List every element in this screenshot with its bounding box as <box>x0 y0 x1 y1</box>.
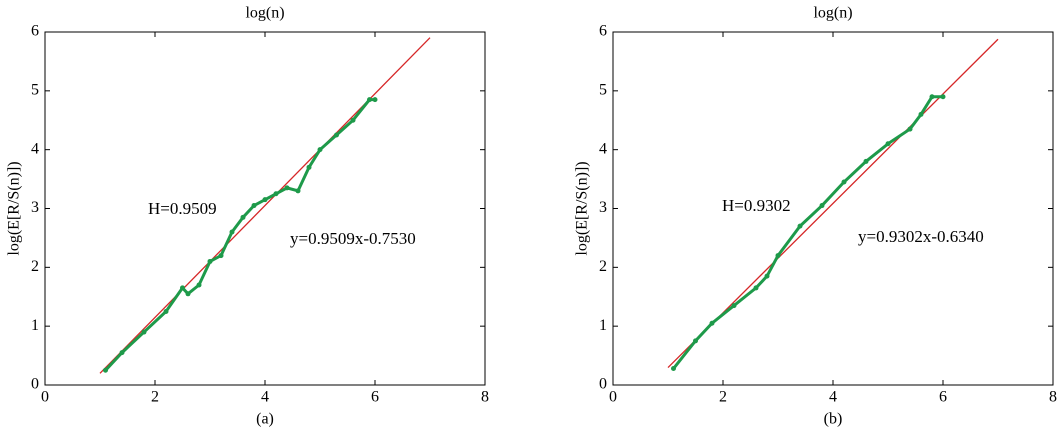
y-axis-label: log(E[R/S(n)]) <box>6 161 23 255</box>
data-point <box>295 188 301 194</box>
data-point <box>863 158 869 164</box>
data-point <box>284 185 290 191</box>
data-point <box>103 367 108 373</box>
data-point <box>940 94 946 100</box>
y-tick-label: 4 <box>31 140 39 157</box>
data-point <box>185 291 191 297</box>
y-tick-label: 5 <box>599 82 607 99</box>
y-tick-label: 0 <box>31 376 39 393</box>
plot-area <box>612 31 1054 386</box>
data-point <box>753 285 759 291</box>
y-tick-label: 2 <box>31 258 39 275</box>
y-tick-label: 5 <box>31 82 39 99</box>
y-tick-label: 1 <box>31 317 39 334</box>
x-tick-label: 2 <box>151 389 159 406</box>
x-tick-label: 4 <box>829 389 837 406</box>
data-point <box>196 282 202 288</box>
data-line <box>672 95 943 370</box>
x-tick-label: 0 <box>609 389 617 406</box>
data-point <box>180 285 185 291</box>
data-point <box>229 229 235 235</box>
data-point <box>141 329 147 335</box>
data-line <box>104 98 375 372</box>
y-tick-label: 4 <box>599 140 607 157</box>
data-point <box>251 203 257 209</box>
x-tick-label: 8 <box>481 389 489 406</box>
data-point <box>929 94 935 100</box>
y-axis-label: log(E[R/S(n)]) <box>574 161 591 255</box>
data-point <box>273 191 279 197</box>
data-point <box>262 197 268 203</box>
caption: (b) <box>824 411 843 428</box>
fit-line <box>99 37 431 374</box>
x-tick-label: 0 <box>41 389 49 406</box>
data-point <box>163 308 169 314</box>
data-point <box>709 320 715 326</box>
data-point <box>693 338 698 344</box>
data-point <box>334 132 339 138</box>
data-point <box>907 126 913 132</box>
data-point <box>306 164 312 170</box>
x-tick-label: 6 <box>371 389 379 406</box>
y-tick-label: 3 <box>31 199 39 216</box>
data-point <box>731 303 737 309</box>
annotation: y=0.9302x-0.6340 <box>858 227 984 246</box>
x-tick-label: 6 <box>939 389 947 406</box>
data-point <box>885 141 891 147</box>
chart-title: log(n) <box>245 5 284 22</box>
data-point <box>367 97 372 103</box>
chart-title: log(n) <box>813 5 852 22</box>
x-tick-label: 4 <box>261 389 269 406</box>
annotation: y=0.9509x-0.7530 <box>290 229 416 248</box>
data-point <box>240 214 246 220</box>
caption: (a) <box>256 411 274 428</box>
y-tick-label: 0 <box>599 376 607 393</box>
data-point <box>317 147 323 153</box>
data-point <box>671 366 676 372</box>
plot-area <box>44 31 486 386</box>
x-tick-label: 2 <box>719 389 727 406</box>
y-tick-label: 6 <box>599 23 607 40</box>
data-point <box>119 350 125 356</box>
x-tick-label: 8 <box>1049 389 1057 406</box>
data-point <box>218 253 224 259</box>
y-tick-label: 6 <box>31 23 39 40</box>
annotation: H=0.9302 <box>722 196 791 215</box>
y-tick-label: 1 <box>599 317 607 334</box>
data-point <box>372 97 378 103</box>
data-point <box>207 258 213 264</box>
data-point <box>841 179 847 185</box>
y-tick-label: 2 <box>599 258 607 275</box>
data-point <box>918 111 924 117</box>
data-point <box>350 117 356 123</box>
y-tick-label: 3 <box>599 199 607 216</box>
data-point <box>797 223 803 229</box>
data-point <box>775 253 781 259</box>
annotation: H=0.9509 <box>148 199 217 218</box>
data-point <box>819 203 825 209</box>
data-point <box>764 273 770 279</box>
